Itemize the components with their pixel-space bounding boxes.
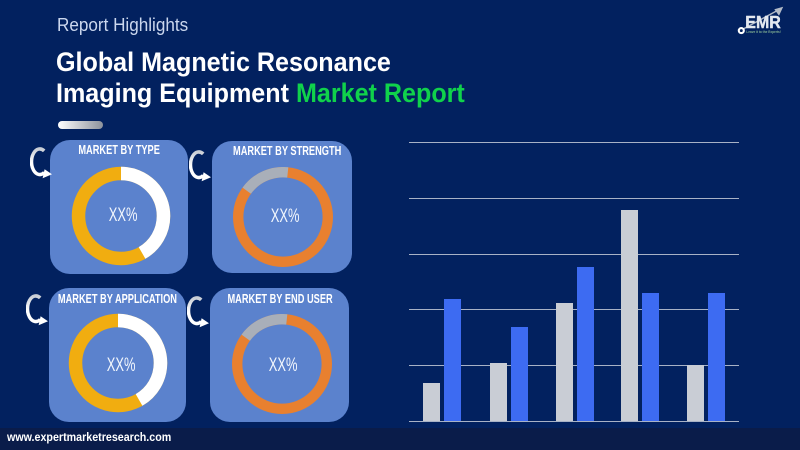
svg-text:EMR: EMR xyxy=(745,12,781,32)
svg-text:Leave it to the Experts!: Leave it to the Experts! xyxy=(746,30,781,34)
